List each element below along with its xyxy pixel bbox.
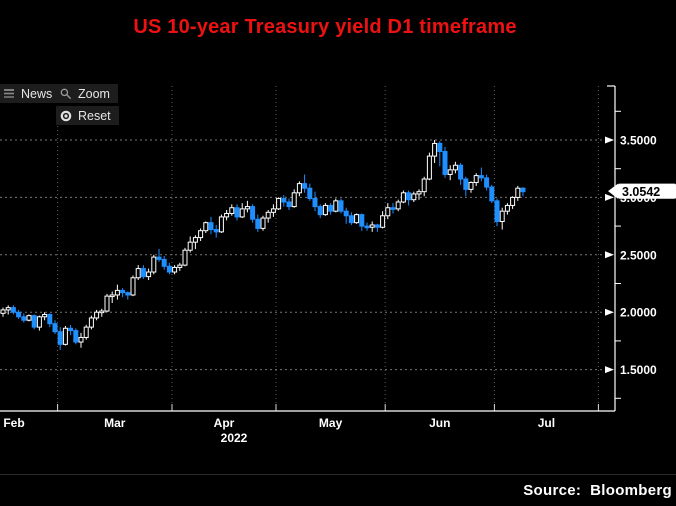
svg-text:3.0542: 3.0542 bbox=[622, 185, 660, 199]
svg-text:Feb: Feb bbox=[3, 416, 24, 430]
axes bbox=[0, 85, 621, 412]
news-button-label: News bbox=[21, 86, 53, 101]
svg-text:Apr: Apr bbox=[214, 416, 235, 430]
news-button[interactable]: News bbox=[0, 84, 61, 103]
svg-text:3.5000: 3.5000 bbox=[620, 134, 657, 148]
gridlines bbox=[0, 86, 605, 411]
svg-text:May: May bbox=[319, 416, 343, 430]
axis-labels: 3.50003.00002.50002.00001.5000FebMarAprM… bbox=[3, 134, 657, 446]
magnifier-icon bbox=[60, 88, 72, 99]
candles bbox=[0, 140, 526, 351]
svg-text:Mar: Mar bbox=[104, 416, 126, 430]
reset-button-label: Reset bbox=[78, 108, 111, 123]
svg-text:Jul: Jul bbox=[538, 416, 555, 430]
source-label: Source: Bloomberg bbox=[523, 482, 672, 499]
reset-target-icon bbox=[60, 110, 72, 121]
footer-divider bbox=[0, 474, 676, 475]
last-price-tag: 3.0542 bbox=[608, 183, 676, 199]
reset-button[interactable]: Reset bbox=[56, 106, 119, 125]
chart-title: US 10-year Treasury yield D1 timeframe bbox=[133, 16, 517, 38]
zoom-button-label: Zoom bbox=[78, 86, 110, 101]
svg-text:2022: 2022 bbox=[221, 431, 248, 445]
svg-text:1.5000: 1.5000 bbox=[620, 363, 657, 377]
zoom-button[interactable]: Zoom bbox=[56, 84, 118, 103]
svg-text:2.0000: 2.0000 bbox=[620, 306, 657, 320]
svg-text:2.5000: 2.5000 bbox=[620, 248, 657, 262]
svg-text:Jun: Jun bbox=[429, 416, 450, 430]
news-list-icon bbox=[4, 89, 14, 98]
